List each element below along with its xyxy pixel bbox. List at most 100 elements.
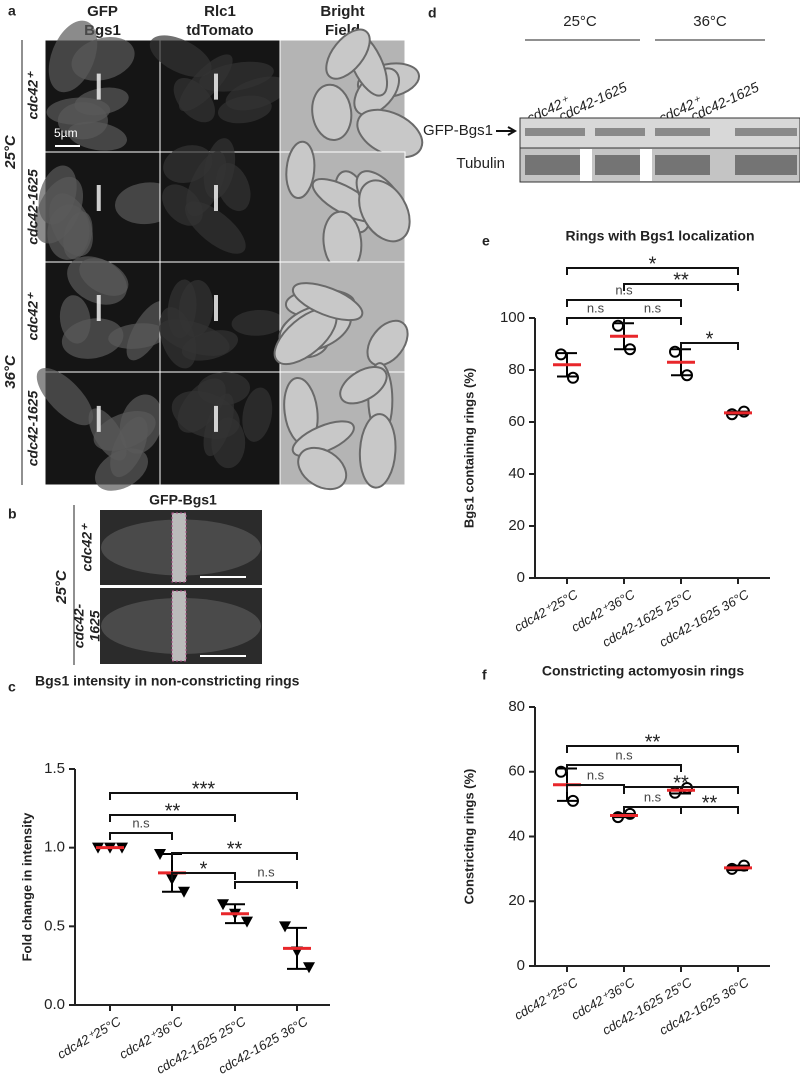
panel-title: GFP-Bgs1	[149, 492, 217, 508]
significance-bracket	[623, 283, 739, 291]
significance-label: n.s	[615, 747, 633, 762]
cell	[358, 179, 411, 243]
temp-label: 36°C	[2, 354, 19, 389]
ring-signal	[214, 185, 218, 211]
significance-label: **	[673, 269, 689, 291]
significance-label: *	[649, 253, 657, 275]
y-tick-label: 0	[517, 569, 525, 586]
cell	[34, 176, 84, 244]
cell	[339, 365, 388, 405]
y-tick-label: 1.5	[44, 760, 65, 777]
y-tick-label: 80	[508, 361, 525, 378]
significance-bracket	[566, 267, 739, 275]
cell	[79, 258, 129, 296]
band	[595, 155, 645, 175]
ring-signal	[214, 295, 218, 321]
y-tick-label: 60	[508, 763, 525, 780]
data-point	[241, 916, 253, 928]
cell	[217, 95, 272, 124]
cell	[291, 282, 364, 322]
cell	[297, 446, 348, 491]
chart-title: Bgs1 intensity in non-constricting rings	[35, 673, 300, 689]
band	[655, 155, 710, 175]
cell	[95, 448, 148, 491]
y-tick-label: 0	[517, 957, 525, 974]
cell	[285, 140, 316, 200]
row-label: cdc42⁺	[25, 292, 41, 341]
lane-gap	[640, 149, 652, 181]
y-tick-label: 0.0	[44, 996, 65, 1013]
y-tick-label: 40	[508, 827, 525, 844]
significance-label: n.s	[644, 789, 662, 804]
significance-bracket	[623, 786, 739, 794]
ring-signal	[214, 405, 218, 432]
panel-label: a	[8, 3, 16, 19]
y-tick-label: 1.0	[44, 839, 65, 856]
column-header: GFP	[87, 3, 118, 20]
temp-label: 25°C	[2, 134, 19, 170]
significance-label: **	[702, 792, 718, 814]
band	[735, 155, 797, 175]
ring-signal	[96, 185, 101, 211]
data-point	[154, 848, 166, 860]
significance-label: n.s	[587, 300, 605, 315]
cell	[366, 319, 409, 367]
ring-signal	[171, 512, 187, 583]
significance-bracket	[109, 814, 236, 822]
row-label: Tubulin	[456, 155, 505, 172]
data-point	[555, 348, 567, 361]
column-header: tdTomato	[186, 22, 253, 39]
row-label: GFP-Bgs1	[423, 122, 493, 139]
band	[735, 128, 797, 136]
ring-signal	[171, 590, 187, 662]
data-point	[279, 921, 291, 933]
cell	[242, 387, 273, 442]
significance-label: **	[227, 838, 243, 860]
significance-label: ***	[192, 778, 216, 800]
cell	[167, 279, 197, 339]
cell	[231, 309, 285, 336]
data-point	[567, 794, 579, 807]
y-axis-label: Constricting rings (%)	[461, 769, 476, 905]
row-label: 1625	[87, 610, 103, 641]
significance-label: n.s	[615, 282, 633, 297]
data-point	[567, 371, 579, 384]
temp-label: 36°C	[693, 13, 727, 30]
cell	[46, 97, 111, 125]
data-point	[669, 345, 681, 358]
row-label: cdc42⁺	[79, 523, 95, 572]
significance-bracket	[171, 872, 236, 880]
significance-label: n.s	[644, 300, 662, 315]
significance-label: *	[706, 328, 714, 350]
cell	[203, 393, 235, 457]
band	[525, 155, 585, 175]
significance-bracket	[234, 881, 298, 889]
y-tick-label: 20	[508, 517, 525, 534]
significance-bracket	[171, 852, 298, 860]
data-point	[217, 899, 229, 911]
cell	[358, 413, 397, 489]
cell	[325, 28, 371, 80]
ring-signal	[214, 73, 218, 100]
data-point	[681, 369, 693, 382]
cell	[126, 300, 168, 361]
cell	[184, 201, 246, 254]
x-tick-label: cdc42⁺25°C	[512, 586, 581, 635]
y-axis-label: Bgs1 containing rings (%)	[461, 368, 476, 528]
y-tick-label: 20	[508, 892, 525, 909]
panel-label: e	[482, 233, 490, 249]
panel-label: f	[482, 667, 487, 683]
row-label: cdc42-1625	[25, 391, 41, 467]
data-point	[612, 811, 624, 824]
significance-label: **	[645, 731, 661, 753]
cell	[149, 35, 212, 77]
temp-label: 25°C	[563, 13, 597, 30]
cell	[119, 394, 163, 454]
ring-signal	[96, 405, 101, 432]
lane-gap	[580, 149, 592, 181]
temp-label: 25°C	[53, 569, 70, 605]
data-point	[738, 859, 750, 872]
cell	[67, 121, 128, 151]
significance-bracket	[680, 342, 739, 350]
